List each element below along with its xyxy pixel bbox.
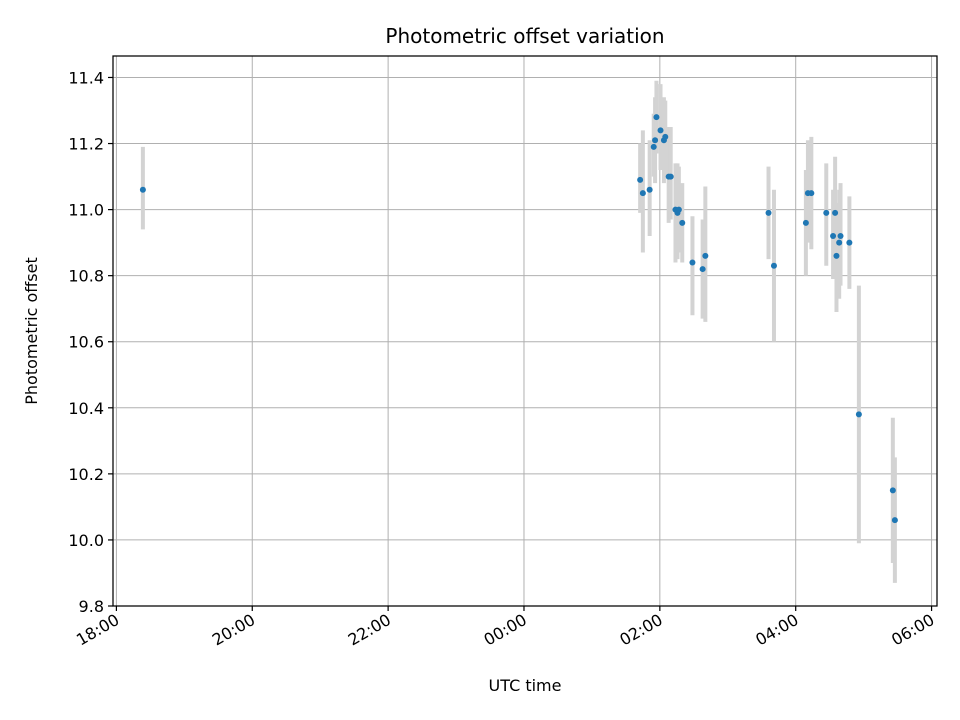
- data-points: [139, 114, 898, 524]
- data-point: [846, 239, 853, 246]
- y-tick-label: 9.8: [79, 597, 104, 616]
- data-point: [808, 190, 815, 197]
- y-tick-label: 11.4: [68, 68, 104, 87]
- y-tick-label: 11.2: [68, 135, 104, 154]
- data-point: [889, 487, 896, 494]
- x-axis-label: UTC time: [489, 676, 562, 695]
- data-point: [657, 127, 664, 134]
- data-point: [855, 411, 862, 418]
- data-point: [639, 190, 646, 197]
- data-point: [646, 186, 653, 193]
- data-point: [653, 114, 660, 121]
- data-point: [765, 209, 772, 216]
- data-point: [652, 137, 659, 144]
- plot-frame: [112, 55, 938, 607]
- data-point: [667, 173, 674, 180]
- y-tick-label: 11.0: [68, 201, 104, 220]
- data-point: [139, 186, 146, 193]
- data-point: [836, 239, 843, 246]
- data-point: [689, 259, 696, 266]
- y-tick-label: 10.8: [68, 267, 104, 286]
- chart-title: Photometric offset variation: [385, 24, 664, 48]
- data-point: [699, 266, 706, 273]
- data-point: [823, 209, 830, 216]
- plot-area: [113, 56, 937, 606]
- data-point: [891, 517, 898, 524]
- data-point: [830, 233, 837, 240]
- y-tick-label: 10.2: [68, 465, 104, 484]
- data-point: [837, 233, 844, 240]
- y-axis-label: Photometric offset: [22, 257, 41, 405]
- data-point: [679, 219, 686, 226]
- data-point: [675, 206, 682, 213]
- y-axis: 9.8 10.0 10.2 10.4 10.6 10.8 11.0 11.2 11.4: [68, 68, 113, 616]
- data-point: [650, 143, 657, 150]
- data-point: [637, 176, 644, 183]
- y-tick-label: 10.6: [68, 333, 104, 352]
- y-tick-label: 10.4: [68, 399, 104, 418]
- data-point: [770, 262, 777, 269]
- data-point: [802, 219, 809, 226]
- y-tick-label: 10.0: [68, 531, 104, 550]
- data-point: [702, 252, 709, 259]
- data-point: [662, 133, 669, 140]
- data-point: [832, 209, 839, 216]
- data-point: [833, 252, 840, 259]
